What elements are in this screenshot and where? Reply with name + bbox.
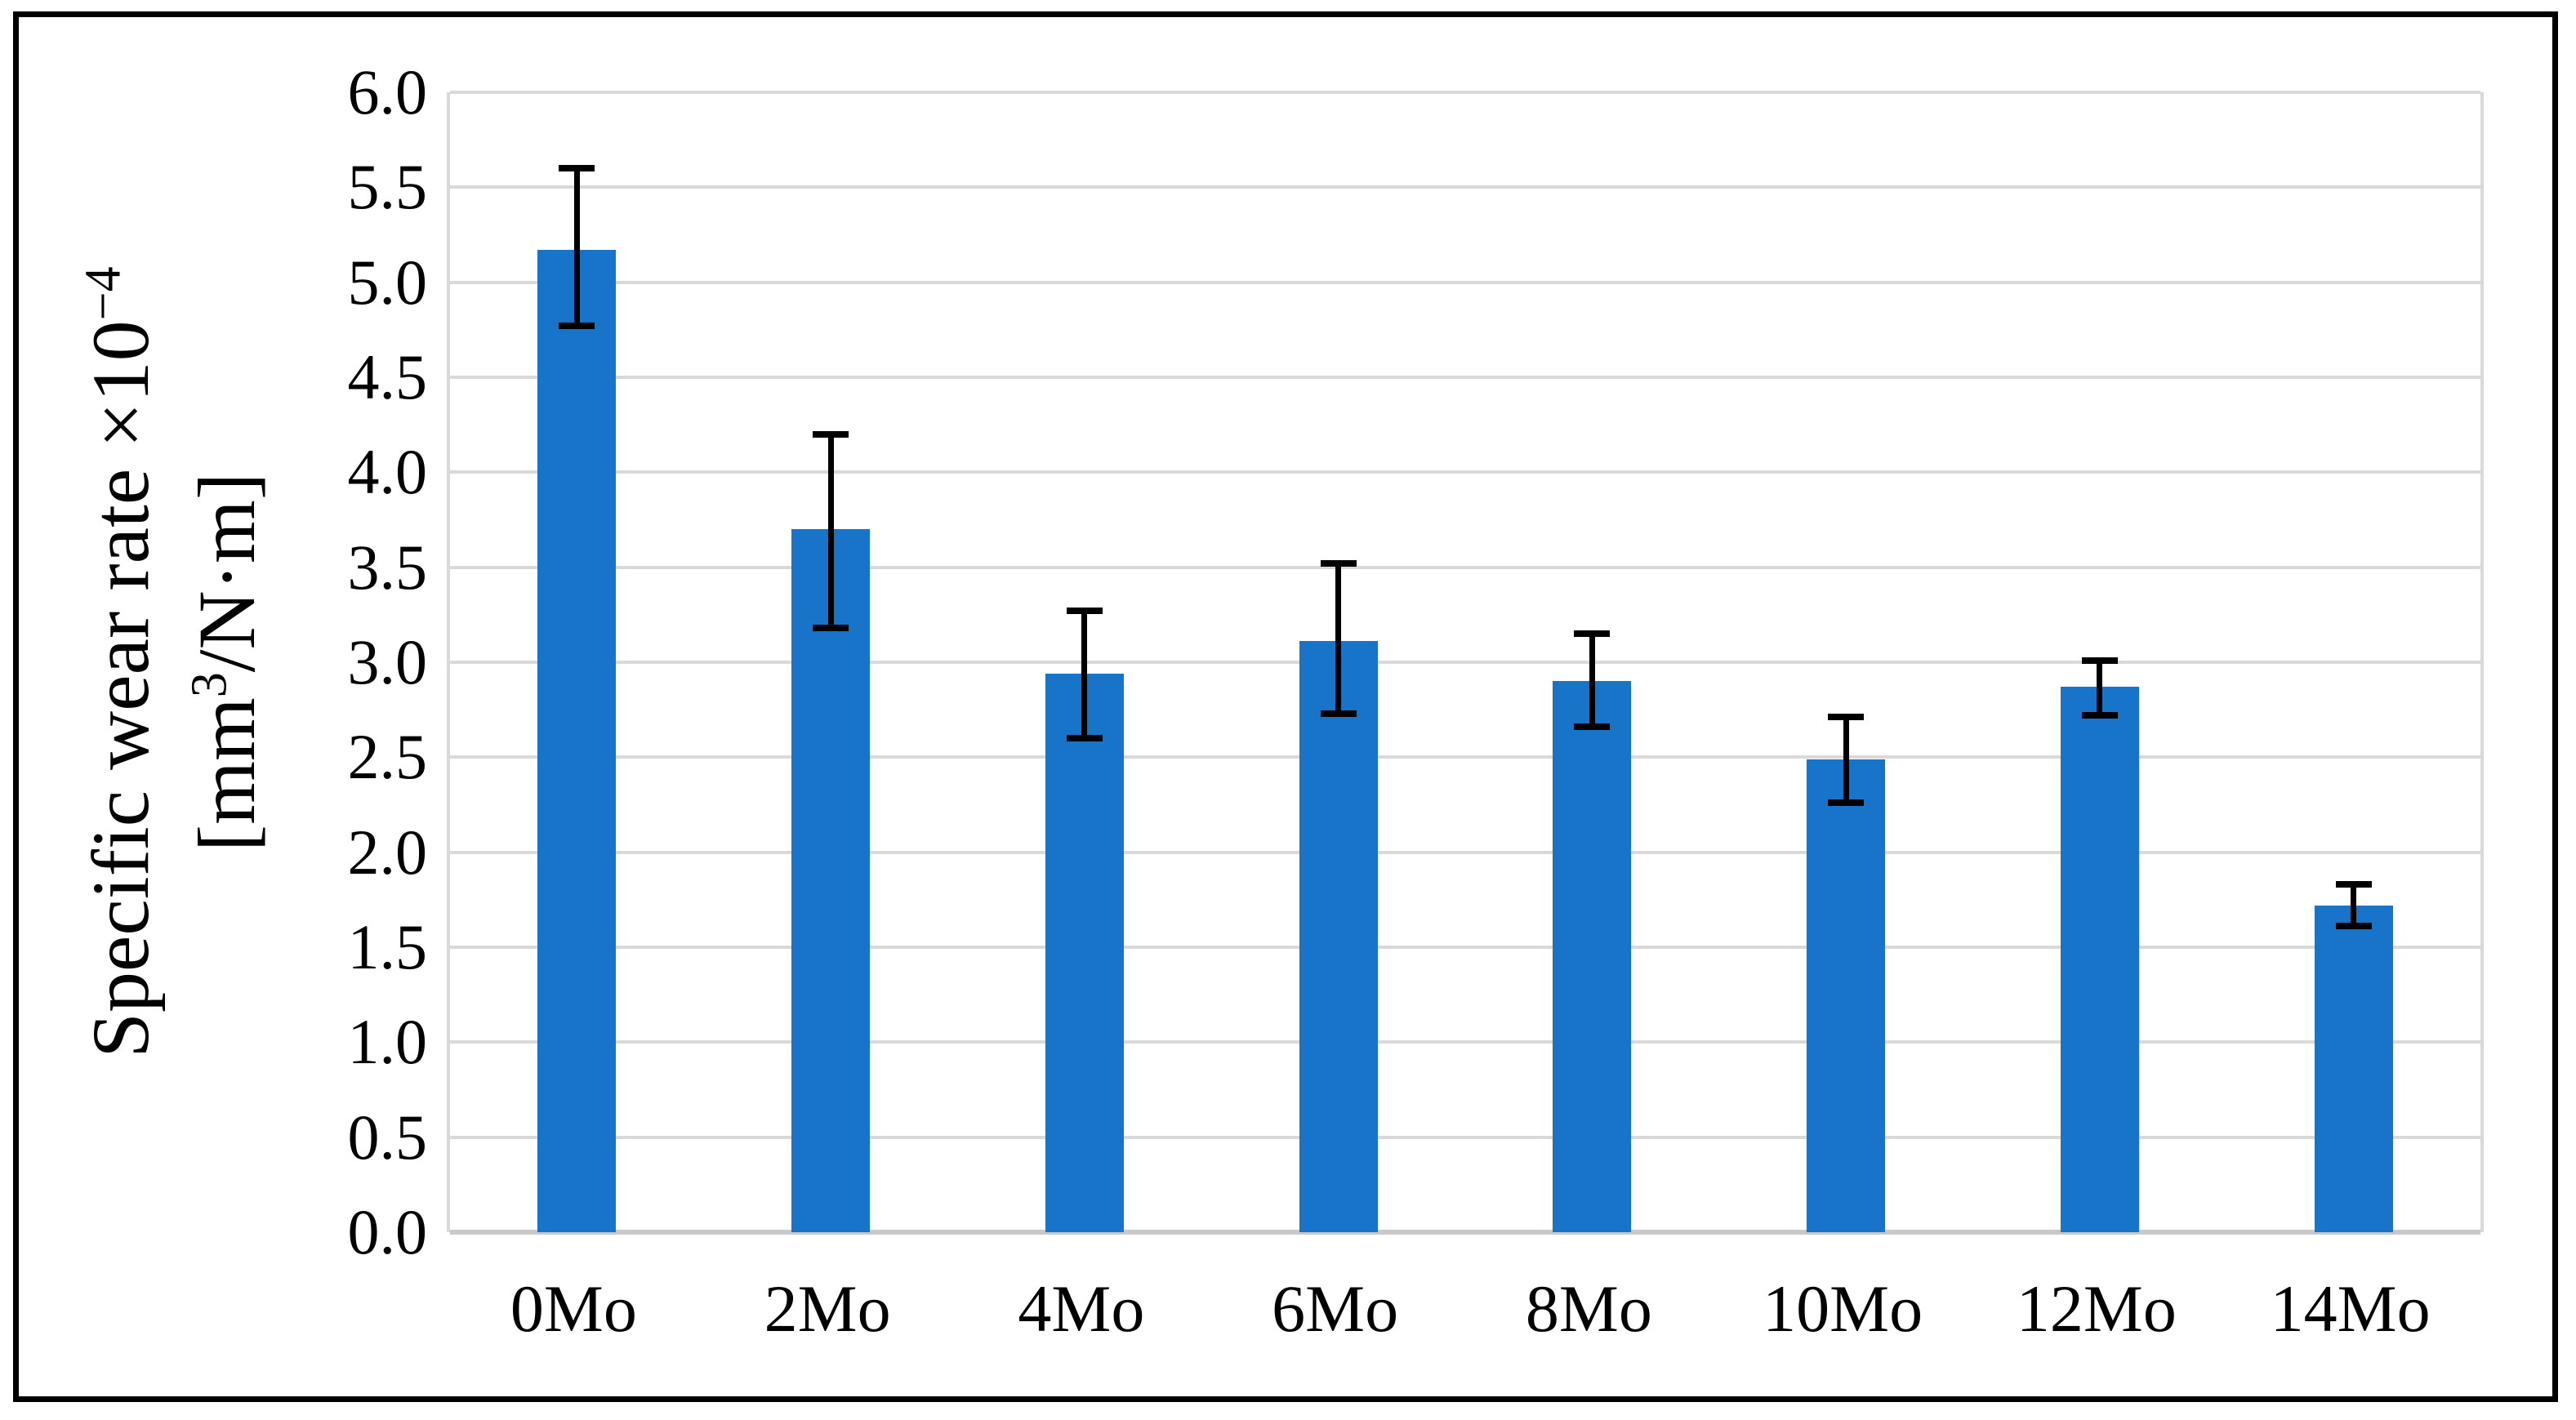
error-bar-cap-bottom-4Mo [1066,735,1103,742]
gridline [450,1135,2480,1139]
bar-8Mo [1553,681,1632,1232]
gridline [450,565,2480,569]
x-tick-label-12Mo: 12Mo [2016,1271,2177,1346]
y-tick-label-2.0: 2.0 [347,816,428,888]
error-bar-whisker-0Mo [573,168,580,327]
error-bar-cap-top-14Mo [2335,881,2372,888]
gridline [450,946,2480,949]
error-bar-cap-bottom-6Mo [1320,710,1357,717]
bar-4Mo [1045,673,1124,1232]
bar-2Mo [791,529,871,1232]
y-tick-label-5.5: 5.5 [347,151,428,223]
error-bar-cap-bottom-0Mo [559,323,595,330]
y-tick-label-3.0: 3.0 [347,626,428,697]
gridline [450,661,2480,664]
error-bar-whisker-12Mo [2097,660,2103,716]
plot-area [447,91,2484,1235]
error-bar-whisker-10Mo [1843,717,1849,803]
y-tick-label-5.0: 5.0 [347,246,428,318]
bar-0Mo [537,250,617,1232]
error-bar-whisker-4Mo [1081,611,1088,739]
bar-12Mo [2060,687,2139,1232]
gridline [450,185,2480,189]
error-bar-cap-bottom-10Mo [1828,799,1865,807]
error-bar-cap-bottom-12Mo [2081,712,2118,719]
y-tick-label-0.0: 0.0 [347,1196,428,1267]
y-axis-title-line1: Specific wear rate ×10−4 [68,50,174,1275]
error-bar-cap-top-6Mo [1320,560,1357,567]
gridline [450,280,2480,284]
error-bar-cap-bottom-14Mo [2335,923,2372,930]
x-tick-label-10Mo: 10Mo [1763,1271,1923,1346]
x-tick-label-4Mo: 4Mo [1018,1271,1145,1346]
gridline [450,755,2480,759]
error-bar-cap-top-10Mo [1828,714,1865,721]
x-axis-line [450,1230,2480,1235]
y-tick-label-1.5: 1.5 [347,911,428,982]
error-bar-cap-top-12Mo [2081,657,2118,664]
bar-6Mo [1299,641,1378,1232]
gridline [450,376,2480,379]
x-tick-label-0Mo: 0Mo [510,1271,637,1346]
gridline [450,1040,2480,1044]
gridline [450,470,2480,474]
y-tick-label-4.0: 4.0 [347,436,428,508]
gridline [450,91,2480,94]
bar-14Mo [2314,905,2393,1232]
x-tick-label-14Mo: 14Mo [2270,1271,2431,1346]
y-tick-label-0.5: 0.5 [347,1101,428,1173]
y-tick-label-4.5: 4.5 [347,341,428,412]
x-tick-label-2Mo: 2Mo [764,1271,891,1346]
gridline [450,850,2480,854]
y-axis-title-exponent: −4 [75,266,131,321]
x-tick-label-6Mo: 6Mo [1272,1271,1399,1346]
error-bar-cap-top-0Mo [559,165,595,172]
y-tick-label-3.5: 3.5 [347,531,428,603]
error-bar-whisker-8Mo [1589,634,1595,728]
error-bar-cap-top-8Mo [1574,630,1611,638]
error-bar-whisker-14Mo [2351,884,2357,927]
error-bar-cap-bottom-2Mo [813,625,849,632]
bar-10Mo [1807,759,1886,1232]
error-bar-whisker-2Mo [827,434,834,629]
error-bar-cap-top-4Mo [1066,608,1103,615]
x-tick-label-8Mo: 8Mo [1525,1271,1652,1346]
y-tick-label-1.0: 1.0 [347,1006,428,1078]
y-tick-label-6.0: 6.0 [347,56,428,127]
error-bar-cap-bottom-8Mo [1574,723,1611,731]
y-axis-title-line1-text: Specific wear rate ×10 [75,320,166,1058]
error-bar-cap-top-2Mo [813,430,849,438]
y-tick-label-2.5: 2.5 [347,721,428,793]
error-bar-whisker-6Mo [1335,563,1342,714]
